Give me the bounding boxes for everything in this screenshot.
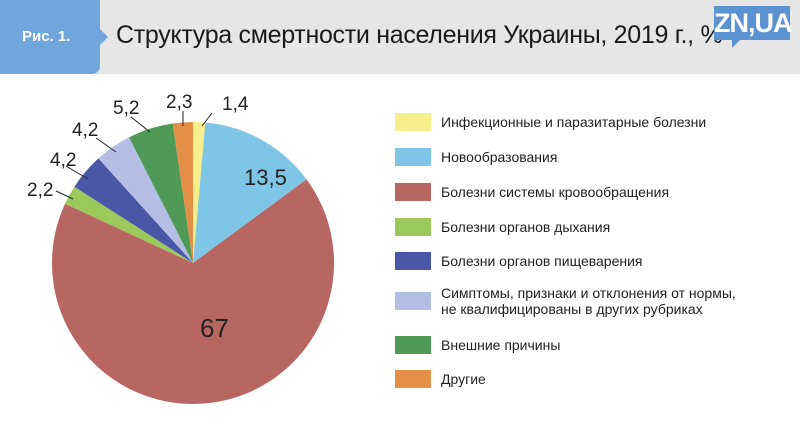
data-label: 13,5 [244,165,287,190]
tab-arrow [100,29,108,45]
legend-label: Новообразования [441,149,558,165]
legend-item: Новообразования [395,148,775,166]
leader-line [95,137,117,153]
legend-label: Инфекционные и паразитарные болезни [441,114,707,130]
legend-item: Внешние причины [395,336,775,354]
legend-swatch [395,113,431,131]
legend-swatch [395,336,431,354]
data-label: 4,2 [72,120,98,141]
pie-slice [193,122,206,263]
data-label: 4,2 [50,150,76,171]
pie-slice [172,122,193,263]
legend-item: Болезни органов пищеварения [395,252,775,270]
logo: ZN,UA [714,6,793,40]
pie-slice [65,186,193,263]
legend-swatch [395,183,431,201]
figure-label: Рис. 1. [22,28,71,45]
chart-title: Структура смертности населения Украины, … [116,21,723,49]
legend-label-line: не квалифицированы в других рубриках [441,301,703,317]
legend-item: Болезни органов дыхания [395,218,775,236]
legend-swatch [395,252,431,270]
pie-slice [74,158,193,263]
legend-item: Симптомы, признаки и отклонения от нормы… [395,285,775,317]
pie-chart: 1,4 13,5 67 2,2 4,2 4,2 5,2 2,3 [27,92,334,404]
pie-slice [51,179,334,404]
leader-line [130,116,151,133]
figure-tab [0,0,100,74]
legend-item: Инфекционные и паразитарные болезни [395,113,775,131]
legend-item: Другие [395,370,775,388]
legend-label-line: Симптомы, признаки и отклонения от нормы… [441,285,736,301]
header-band: Рис. 1. Структура смертности населения У… [0,0,800,74]
legend-label: Другие [441,371,486,387]
leader-line [65,165,89,180]
legend-label: Болезни органов пищеварения [441,253,643,269]
legend-item: Болезни системы кровообращения [395,183,775,201]
legend-label: Болезни органов дыхания [441,219,611,235]
leader-line [201,112,213,127]
pie-slice [193,122,307,263]
pie-slice [128,123,193,264]
legend-swatch [395,148,431,166]
data-label: 5,2 [113,98,139,119]
leader-line [55,190,74,200]
data-label: 67 [200,313,229,343]
logo-tail [732,40,740,48]
legend-swatch [395,218,431,236]
legend-label: Болезни системы кровообращения [441,184,670,200]
data-label: 2,3 [166,92,192,113]
legend-swatch [395,292,431,310]
pie-slice [98,137,193,263]
data-label: 1,4 [222,94,249,115]
data-label: 2,2 [27,180,53,201]
legend-label: Внешние причины [441,337,561,353]
legend-label: Симптомы, признаки и отклонения от нормы… [441,285,736,317]
legend-swatch [395,370,431,388]
